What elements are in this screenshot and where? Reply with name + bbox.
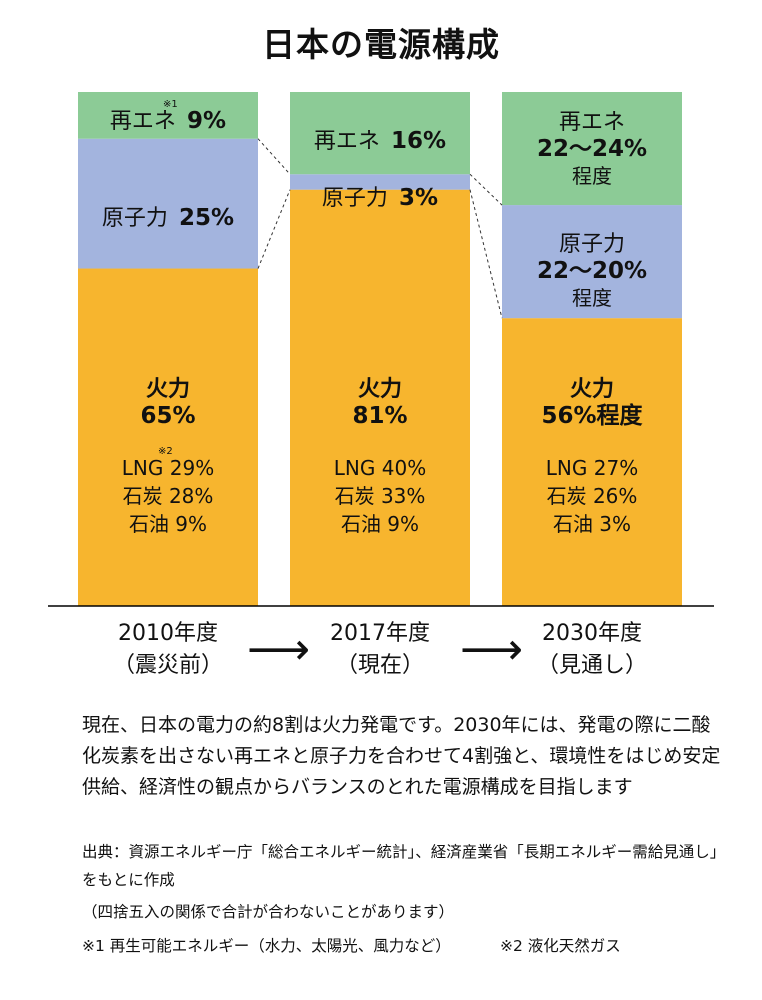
bar-3-thermal-segment <box>502 318 682 606</box>
bar3-thermal-label: 火力 56%程度 <box>541 377 643 430</box>
bar2-breakdown: LNG 40% 石炭 33% 石油 9% <box>333 456 427 536</box>
x-label-2017: 2017年度 （現在） <box>330 621 430 678</box>
bar1-nuclear-label: 原子力 25% <box>101 205 235 231</box>
connector-nuclear-1 <box>257 138 291 175</box>
bar2-thermal-label: 火力 81% <box>352 377 408 430</box>
bar-3-nuclear-segment <box>502 205 682 319</box>
bar1-breakdown: LNG 29% 石炭 28% 石油 9% <box>121 456 215 536</box>
source-text: 出典：資源エネルギー庁「総合エネルギー統計」、経済産業省「長期エネルギー需給見通… <box>82 843 726 889</box>
connector-thermal-2 <box>469 189 503 319</box>
connector-thermal-1 <box>257 189 291 269</box>
bar1-renew-label: 再エネ 9% <box>109 108 227 134</box>
description-text: 現在、日本の電力の約8割は火力発電です。2030年には、発電の際に二酸化炭素を出… <box>82 714 721 798</box>
bar-2-thermal-segment <box>290 189 470 606</box>
bar-2-nuclear-segment <box>290 174 470 190</box>
footnote-2: ※2 液化天然ガス <box>500 937 621 955</box>
bar2-nuclear-label: 原子力 3% <box>321 185 439 211</box>
bar1-thermal-label: 火力 65% <box>140 377 196 430</box>
arrow-right-icon: ⟶ <box>247 624 311 675</box>
footnote-mark-2: ※2 <box>158 446 173 457</box>
connector-nuclear-2 <box>469 173 503 206</box>
bar-1-nuclear-segment <box>78 138 258 269</box>
bar3-breakdown: LNG 27% 石炭 26% 石油 3% <box>545 456 639 536</box>
bar2-renew-label: 再エネ 16% <box>313 128 447 154</box>
x-label-2010: 2010年度 （震災前） <box>112 621 223 678</box>
stacked-bar-chart <box>48 92 714 607</box>
footnote-mark-1: ※1 <box>163 99 178 110</box>
footnote-1: ※1 再生可能エネルギー（水力、太陽光、風力など） <box>82 937 451 955</box>
bar3-renew-label: 再エネ 22～24% 程度 <box>536 110 648 188</box>
bar3-nuclear-label: 原子力 22～20% 程度 <box>536 232 648 310</box>
rounding-note: （四捨五入の関係で合計が合わないことがあります） <box>82 903 455 921</box>
bar-3-renew-segment <box>502 92 682 206</box>
x-label-2030: 2030年度 （見通し） <box>536 621 647 678</box>
bar-1-thermal-segment <box>78 268 258 606</box>
chart-title: 日本の電源構成 <box>262 25 500 64</box>
bar-2-renew-segment <box>290 92 470 175</box>
arrow-right-icon: ⟶ <box>460 624 524 675</box>
bar-1-renew-segment <box>78 92 258 139</box>
